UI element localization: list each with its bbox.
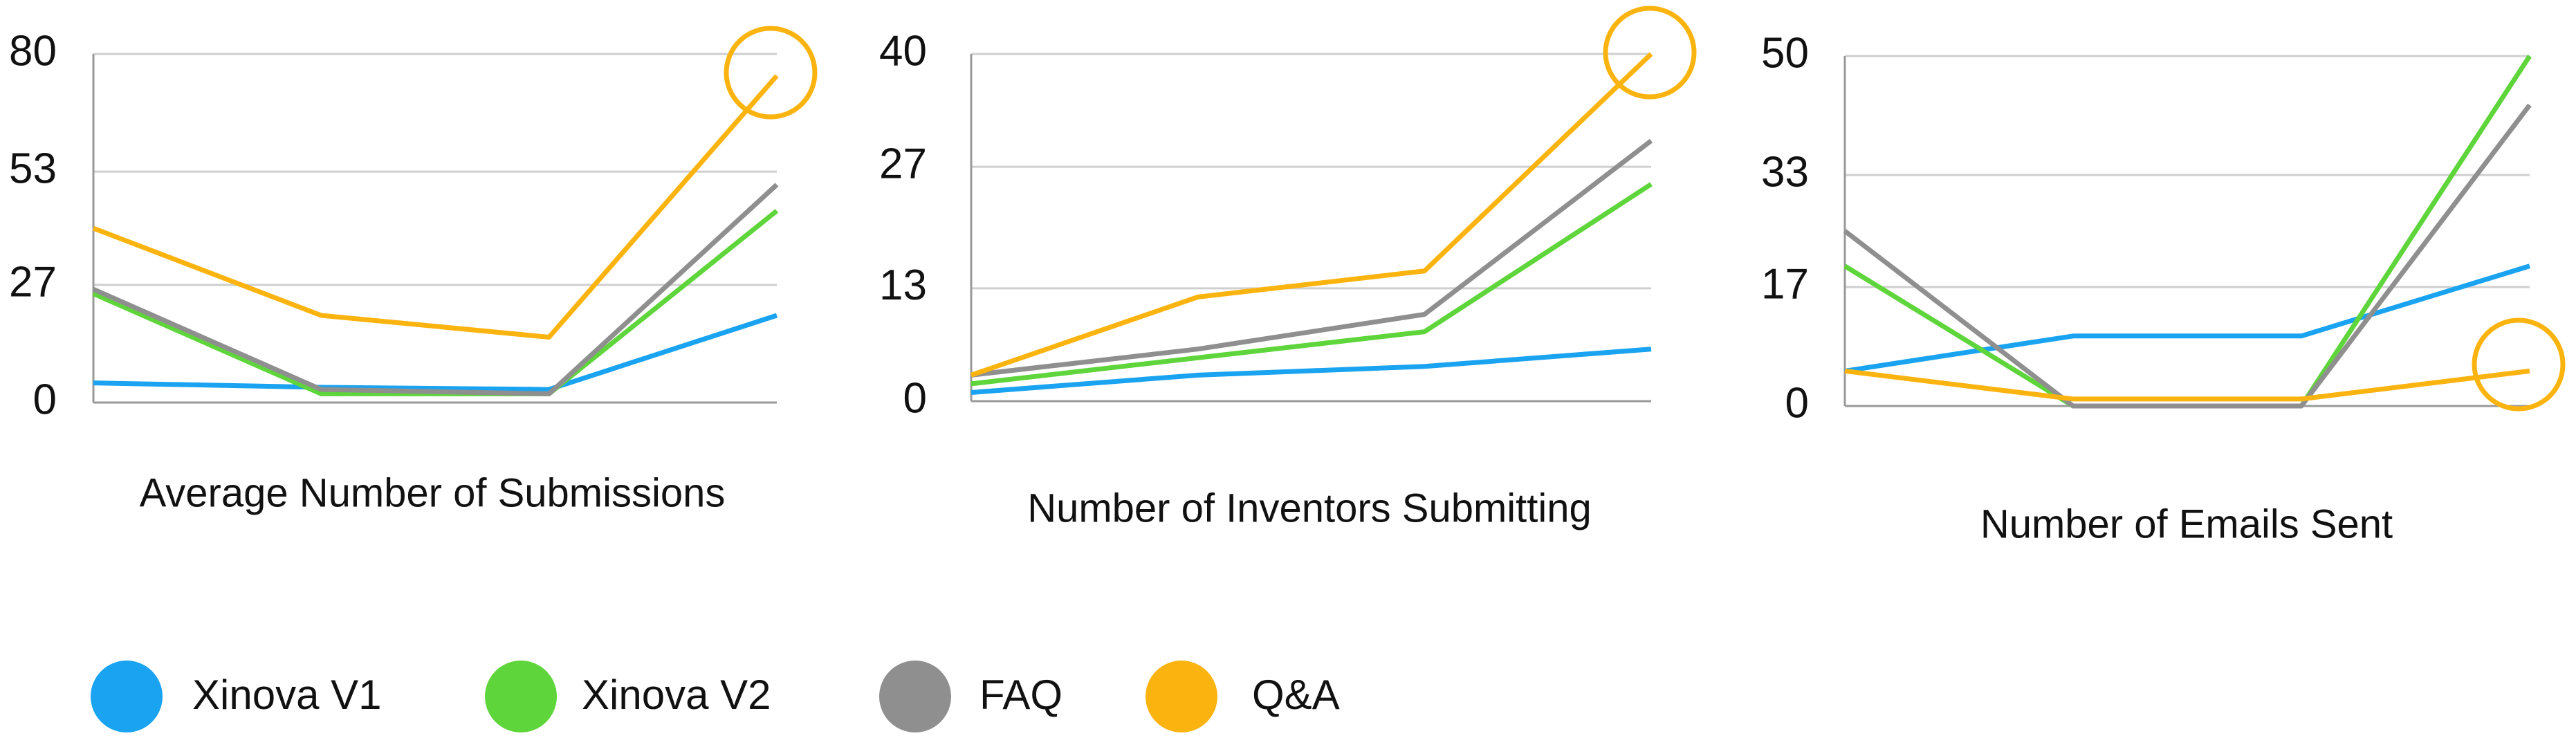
series-line bbox=[92, 209, 779, 396]
series-line bbox=[92, 183, 779, 396]
y-tick-label: 80 bbox=[9, 27, 57, 75]
x-axis-label: Number of Inventors Submitting bbox=[1027, 486, 1592, 531]
legend-swatch bbox=[879, 661, 951, 732]
highlight-circle bbox=[1603, 6, 1697, 100]
series-line bbox=[970, 347, 1652, 395]
legend-swatch bbox=[1146, 661, 1217, 732]
legend-swatch bbox=[485, 661, 557, 732]
series-line bbox=[1843, 103, 2532, 409]
series-line bbox=[93, 313, 778, 392]
highlight-circle bbox=[2472, 317, 2566, 412]
series-line bbox=[1844, 368, 2530, 402]
legend-label: Q&A bbox=[1252, 672, 1340, 718]
legend-swatch bbox=[91, 661, 163, 732]
y-tick-label: 27 bbox=[9, 258, 57, 306]
legend-label: Xinova V2 bbox=[582, 672, 771, 718]
series-line bbox=[970, 138, 1653, 378]
x-axis-label: Number of Emails Sent bbox=[1980, 501, 2393, 546]
plots: 0 27 53 80 Average Number of Submissions 0 13 2… bbox=[9, 27, 2532, 732]
y-tick-label: 0 bbox=[1785, 379, 1809, 427]
y-tick-label: 17 bbox=[1761, 260, 1809, 308]
y-tick-label: 40 bbox=[879, 27, 927, 75]
y-tick-label: 53 bbox=[9, 145, 57, 192]
y-tick-label: 50 bbox=[1761, 29, 1809, 77]
highlight-circle bbox=[724, 26, 818, 120]
legend-label: Xinova V1 bbox=[192, 672, 382, 718]
series-line bbox=[970, 182, 1653, 387]
legend-label: FAQ bbox=[979, 672, 1062, 718]
x-axis-label: Average Number of Submissions bbox=[140, 470, 726, 515]
y-tick-label: 33 bbox=[1761, 148, 1809, 196]
y-tick-label: 0 bbox=[33, 376, 57, 423]
series-line bbox=[92, 74, 779, 340]
series-line bbox=[970, 52, 1653, 378]
series-line bbox=[1844, 264, 2531, 373]
y-tick-label: 0 bbox=[903, 374, 927, 422]
y-tick-label: 13 bbox=[879, 261, 927, 309]
y-tick-label: 27 bbox=[879, 140, 927, 188]
